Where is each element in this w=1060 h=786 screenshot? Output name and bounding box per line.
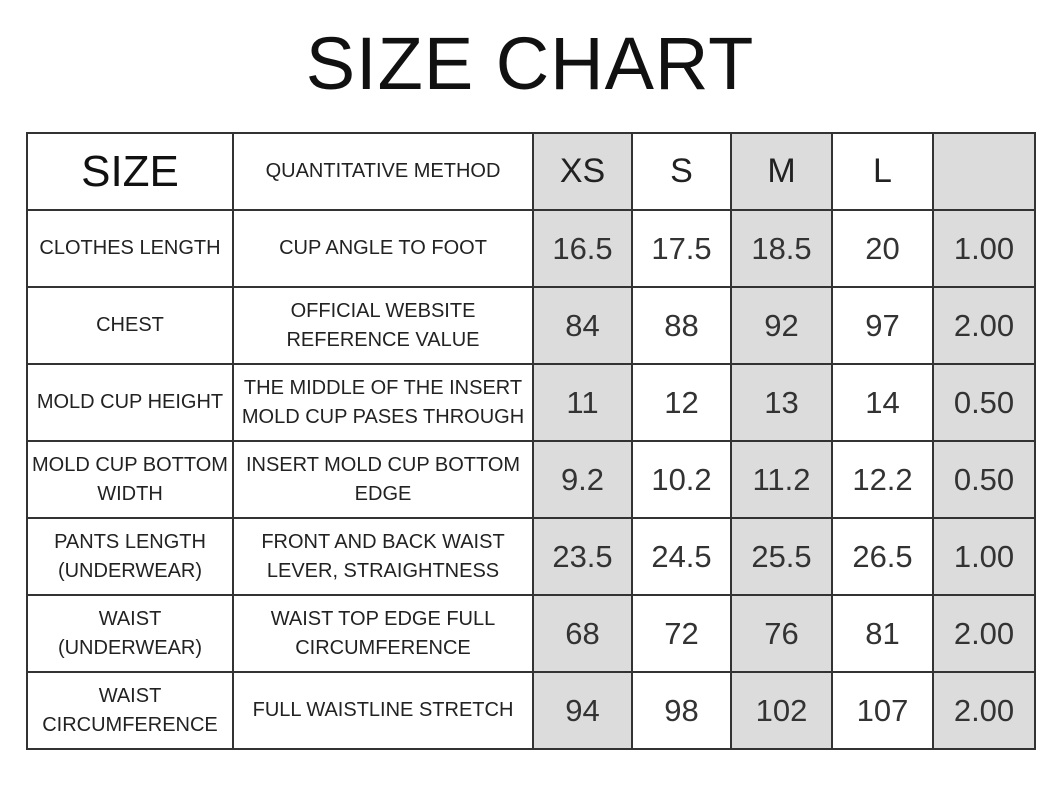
value-cell: 72	[631, 594, 732, 673]
table-row: MOLD CUP BOTTOM WIDTH INSERT MOLD CUP BO…	[26, 440, 1036, 519]
value-cell: 16.5	[532, 209, 633, 288]
row-method: FULL WAISTLINE STRETCH	[232, 671, 534, 750]
value-cell: 2.00	[932, 594, 1036, 673]
value-cell: 2.00	[932, 286, 1036, 365]
value-cell: 94	[532, 671, 633, 750]
size-column-header-tolerance	[932, 132, 1036, 211]
table-row: WAIST (UNDERWEAR) WAIST TOP EDGE FULL CI…	[26, 594, 1036, 673]
row-method: THE MIDDLE OF THE INSERT MOLD CUP PASES …	[232, 363, 534, 442]
value-cell: 18.5	[730, 209, 833, 288]
value-cell: 68	[532, 594, 633, 673]
size-header: SIZE	[26, 132, 234, 211]
table-row: MOLD CUP HEIGHT THE MIDDLE OF THE INSERT…	[26, 363, 1036, 442]
size-column-header-s: S	[631, 132, 732, 211]
value-cell: 25.5	[730, 517, 833, 596]
value-cell: 24.5	[631, 517, 732, 596]
row-method: CUP ANGLE TO FOOT	[232, 209, 534, 288]
row-label: MOLD CUP BOTTOM WIDTH	[26, 440, 234, 519]
value-cell: 9.2	[532, 440, 633, 519]
size-column-header-l: L	[831, 132, 934, 211]
size-column-header-xs: XS	[532, 132, 633, 211]
table-row: CLOTHES LENGTH CUP ANGLE TO FOOT 16.5 17…	[26, 209, 1036, 288]
row-label: CHEST	[26, 286, 234, 365]
table-row: CHEST OFFICIAL WEBSITE REFERENCE VALUE 8…	[26, 286, 1036, 365]
value-cell: 88	[631, 286, 732, 365]
value-cell: 13	[730, 363, 833, 442]
value-cell: 84	[532, 286, 633, 365]
value-cell: 10.2	[631, 440, 732, 519]
value-cell: 1.00	[932, 209, 1036, 288]
value-cell: 107	[831, 671, 934, 750]
value-cell: 20	[831, 209, 934, 288]
page-title: SIZE CHART	[305, 22, 755, 105]
row-method: WAIST TOP EDGE FULL CIRCUMFERENCE	[232, 594, 534, 673]
value-cell: 97	[831, 286, 934, 365]
value-cell: 14	[831, 363, 934, 442]
value-cell: 92	[730, 286, 833, 365]
value-cell: 76	[730, 594, 833, 673]
method-header: QUANTITATIVE METHOD	[232, 132, 534, 211]
value-cell: 17.5	[631, 209, 732, 288]
row-method: FRONT AND BACK WAIST LEVER, STRAIGHTNESS	[232, 517, 534, 596]
value-cell: 102	[730, 671, 833, 750]
row-label: MOLD CUP HEIGHT	[26, 363, 234, 442]
value-cell: 0.50	[932, 363, 1036, 442]
row-label: PANTS LENGTH (UNDERWEAR)	[26, 517, 234, 596]
value-cell: 2.00	[932, 671, 1036, 750]
value-cell: 26.5	[831, 517, 934, 596]
table-row: PANTS LENGTH (UNDERWEAR) FRONT AND BACK …	[26, 517, 1036, 596]
value-cell: 12	[631, 363, 732, 442]
value-cell: 12.2	[831, 440, 934, 519]
value-cell: 81	[831, 594, 934, 673]
row-label: WAIST (UNDERWEAR)	[26, 594, 234, 673]
row-label: CLOTHES LENGTH	[26, 209, 234, 288]
value-cell: 0.50	[932, 440, 1036, 519]
value-cell: 1.00	[932, 517, 1036, 596]
value-cell: 11.2	[730, 440, 833, 519]
value-cell: 11	[532, 363, 633, 442]
row-method: OFFICIAL WEBSITE REFERENCE VALUE	[232, 286, 534, 365]
value-cell: 98	[631, 671, 732, 750]
size-column-header-m: M	[730, 132, 833, 211]
table-row: WAIST CIRCUMFERENCE FULL WAISTLINE STRET…	[26, 671, 1036, 750]
table-header-row: SIZE QUANTITATIVE METHOD XS S M L	[26, 132, 1036, 211]
row-label: WAIST CIRCUMFERENCE	[26, 671, 234, 750]
value-cell: 23.5	[532, 517, 633, 596]
size-chart-table: SIZE QUANTITATIVE METHOD XS S M L CLOTHE…	[26, 132, 1036, 750]
row-method: INSERT MOLD CUP BOTTOM EDGE	[232, 440, 534, 519]
